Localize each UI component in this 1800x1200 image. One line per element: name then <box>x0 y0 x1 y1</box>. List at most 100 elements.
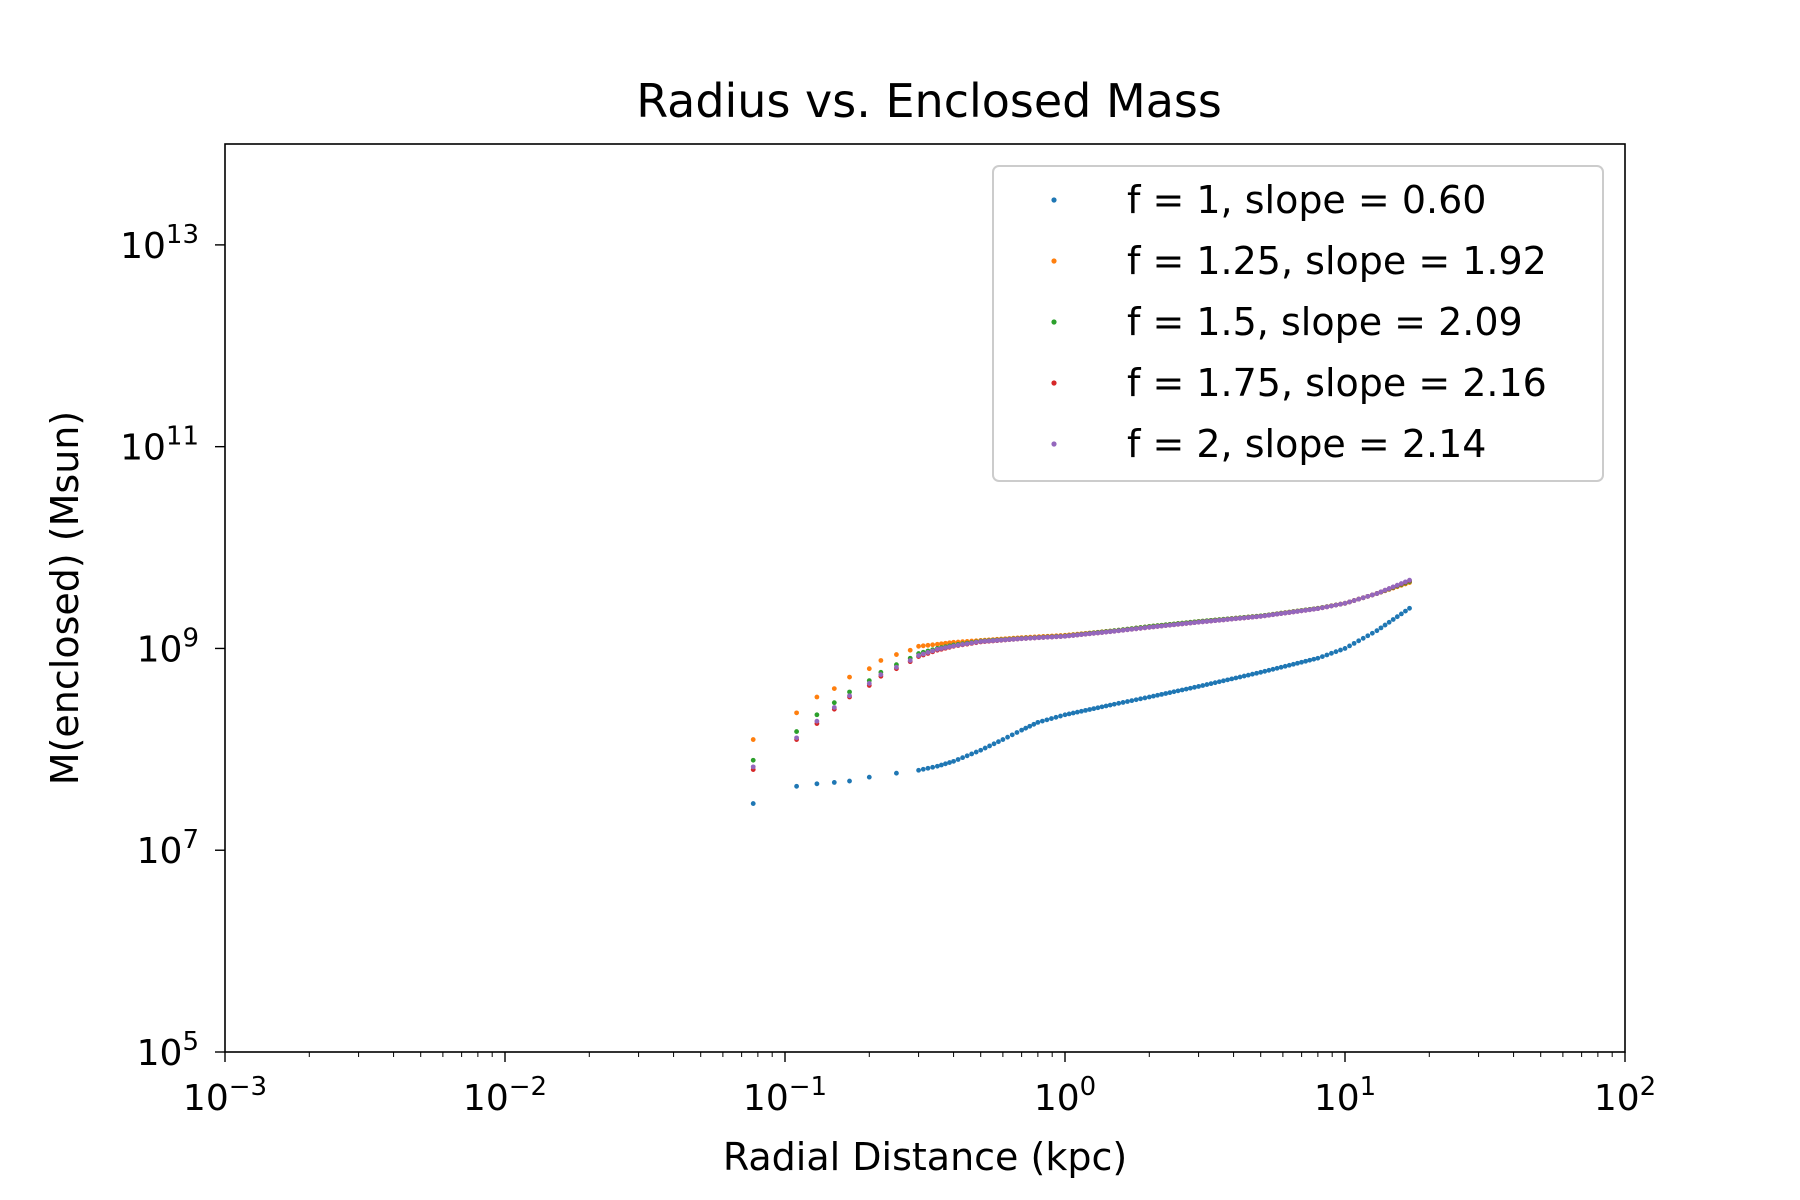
data-point <box>1079 708 1084 714</box>
data-point <box>750 737 756 742</box>
data-point <box>847 693 852 699</box>
data-point <box>1241 615 1247 621</box>
data-point <box>1303 607 1309 613</box>
data-point <box>1378 625 1384 631</box>
data-point <box>894 664 899 670</box>
data-point <box>1027 723 1033 729</box>
data-point <box>866 681 872 686</box>
data-point <box>1333 649 1339 655</box>
data-point <box>1290 609 1296 615</box>
data-point <box>1311 656 1317 662</box>
data-point <box>1175 621 1181 627</box>
legend-marker <box>1051 197 1057 203</box>
data-point <box>847 778 852 784</box>
data-point <box>1278 664 1284 670</box>
data-point <box>1133 697 1139 703</box>
legend: f = 1, slope = 0.60 f = 1.25, slope = 1.9… <box>992 165 1604 482</box>
data-point <box>878 658 884 663</box>
data-point <box>1282 610 1288 616</box>
data-point <box>930 648 936 654</box>
data-point <box>1150 624 1156 630</box>
legend-marker <box>1051 319 1057 325</box>
data-point <box>1196 619 1201 625</box>
data-point <box>1319 605 1325 611</box>
data-point <box>996 739 1001 745</box>
data-point <box>1216 617 1222 623</box>
data-point <box>1150 693 1156 699</box>
data-point <box>794 735 799 741</box>
data-point <box>1142 625 1148 631</box>
data-point <box>1286 662 1292 668</box>
legend-marker <box>1051 441 1057 447</box>
legend-label: f = 1.25, slope = 1.92 <box>1127 239 1547 283</box>
data-point <box>1058 713 1063 719</box>
data-point <box>750 764 756 770</box>
data-point <box>1229 676 1235 682</box>
data-point <box>1196 684 1201 689</box>
data-point <box>1087 631 1093 637</box>
data-point <box>750 801 756 806</box>
data-point <box>1351 640 1357 646</box>
y-axis-ticks: 105 107 109 1011 1013 <box>120 220 225 1074</box>
data-point <box>1171 689 1177 695</box>
data-point <box>907 647 913 653</box>
data-point <box>1095 630 1101 636</box>
data-point <box>1116 628 1122 634</box>
data-point <box>1386 619 1392 625</box>
y-tick-label: 105 <box>137 1027 199 1074</box>
data-point <box>1315 606 1321 612</box>
data-point <box>1347 643 1352 649</box>
data-point <box>1342 600 1348 606</box>
data-point <box>916 767 921 773</box>
data-point <box>1390 617 1396 622</box>
x-tick-label: 101 <box>1314 1072 1376 1119</box>
data-point <box>1382 587 1388 593</box>
data-point <box>1394 614 1400 620</box>
data-point <box>794 710 799 716</box>
data-point <box>1303 658 1309 664</box>
data-point <box>1250 614 1255 620</box>
data-point <box>947 644 952 650</box>
data-point <box>1374 591 1380 596</box>
data-point <box>1049 634 1055 640</box>
data-point <box>1040 635 1046 640</box>
data-point <box>1087 707 1093 712</box>
data-point <box>1270 666 1276 672</box>
data-point <box>1360 595 1366 601</box>
data-point <box>1187 620 1193 626</box>
data-point <box>1179 687 1185 693</box>
data-point <box>934 763 940 769</box>
data-point <box>969 640 975 646</box>
data-point <box>1307 607 1313 613</box>
series-layer <box>750 577 1412 806</box>
data-point <box>794 729 799 734</box>
data-point <box>1129 626 1135 632</box>
data-point <box>1208 618 1214 624</box>
data-point <box>1378 589 1384 595</box>
data-point <box>1005 734 1010 740</box>
data-point <box>1011 636 1016 642</box>
data-point <box>1403 608 1408 614</box>
data-point <box>987 743 992 749</box>
data-point <box>1221 678 1226 684</box>
data-point <box>1212 618 1218 624</box>
data-point <box>1074 709 1080 715</box>
series-5 <box>750 577 1412 770</box>
data-point <box>1365 633 1371 639</box>
data-point <box>1237 615 1243 621</box>
data-point <box>907 658 913 663</box>
data-point <box>1369 630 1375 636</box>
data-point <box>1183 686 1189 692</box>
data-point <box>1032 635 1038 641</box>
data-point <box>1146 694 1152 700</box>
data-point <box>1009 732 1015 738</box>
data-point <box>847 674 852 680</box>
data-point <box>1138 625 1143 631</box>
data-point <box>973 639 979 645</box>
data-point <box>1019 727 1025 733</box>
data-point <box>894 652 899 657</box>
data-point <box>938 641 944 647</box>
data-point <box>1031 721 1037 727</box>
data-point <box>1159 623 1165 629</box>
data-point <box>1091 630 1097 636</box>
